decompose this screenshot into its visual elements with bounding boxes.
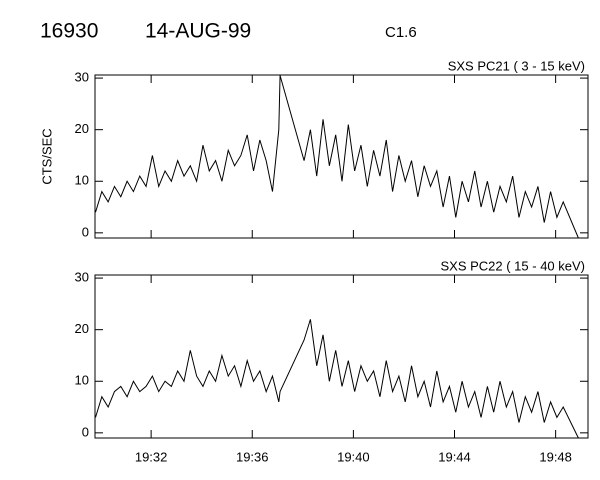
y-tick-label: 30 <box>75 270 89 285</box>
x-tick-label: 19:44 <box>438 449 471 464</box>
count-rate-line <box>95 319 579 439</box>
x-tick-label: 19:36 <box>236 449 269 464</box>
y-axis-label: CTS/SEC <box>39 128 54 184</box>
y-tick-label: 10 <box>75 373 89 388</box>
x-tick-label: 19:40 <box>337 449 370 464</box>
y-tick-label: 0 <box>82 224 89 239</box>
x-tick-label: 19:32 <box>135 449 168 464</box>
count-rate-line <box>95 75 579 239</box>
y-tick-label: 20 <box>75 121 89 136</box>
y-tick-label: 20 <box>75 321 89 336</box>
y-tick-label: 10 <box>75 173 89 188</box>
event-date: 14-AUG-99 <box>145 20 251 43</box>
flare-class: C1.6 <box>385 24 417 41</box>
y-tick-label: 30 <box>75 70 89 85</box>
panel-title: SXS PC22 ( 15 - 40 keV) <box>440 258 585 273</box>
x-tick-label: 19:48 <box>539 449 572 464</box>
plot-frame <box>94 274 589 439</box>
y-tick-label: 0 <box>82 424 89 439</box>
plot-frame <box>94 74 589 239</box>
event-id: 16930 <box>40 20 98 43</box>
panel-title: SXS PC21 ( 3 - 15 keV) <box>448 58 585 73</box>
